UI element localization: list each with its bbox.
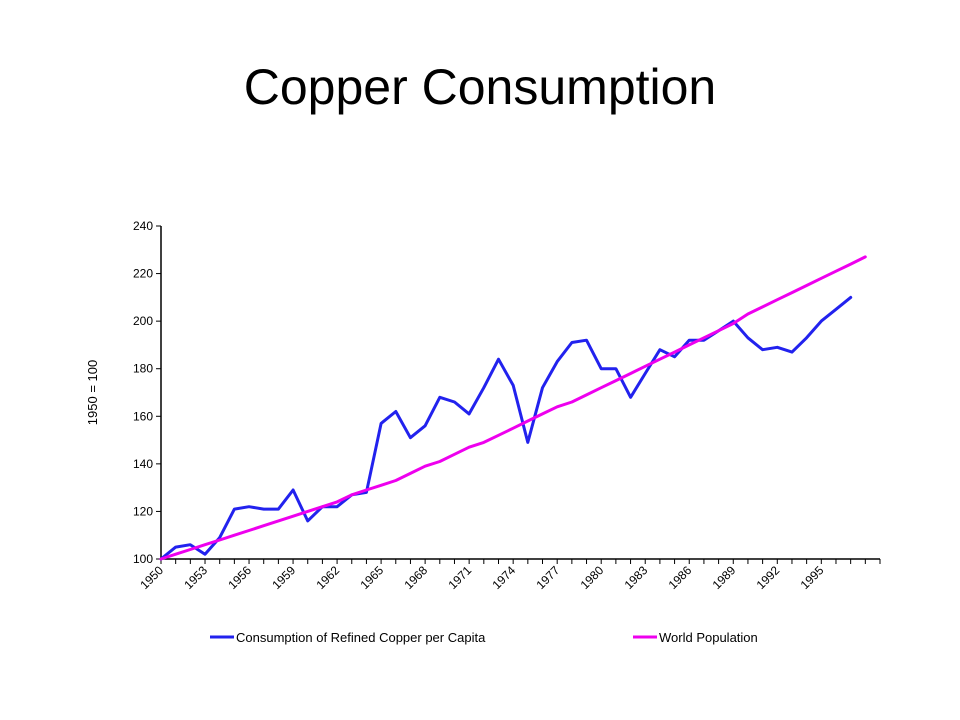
y-tick-label: 220: [133, 267, 153, 281]
series-line-population: [159, 255, 867, 561]
x-tick-label: 1956: [225, 563, 254, 592]
y-tick-label: 180: [133, 362, 153, 376]
x-axis-ticks: 1950 1953 1956 1959 1962 1965 1968 1971 1974 1977…: [137, 559, 881, 592]
x-tick-label: 1953: [181, 563, 210, 592]
chart-axes: [160, 226, 880, 560]
x-tick-label: 1962: [313, 563, 342, 592]
x-tick-label: 1974: [490, 563, 519, 592]
x-tick-label: 1989: [710, 563, 739, 592]
y-tick-label: 160: [133, 409, 153, 423]
slide-title: Copper Consumption: [243, 59, 717, 115]
y-axis-ticks: 100 120 140 160 180 200 220 240: [133, 219, 161, 566]
x-tick-label: 1983: [622, 563, 651, 592]
legend-label-population: World Population: [659, 630, 758, 645]
x-tick-label: 1980: [578, 563, 607, 592]
chart-legend: Consumption of Refined Copper per Capita…: [210, 630, 758, 645]
x-tick-label: 1959: [269, 563, 298, 592]
y-tick-label: 100: [133, 552, 153, 566]
x-tick-label: 1995: [798, 563, 827, 592]
y-axis-title: 1950 = 100: [85, 360, 100, 425]
x-tick-label: 1992: [754, 563, 783, 592]
x-tick-label: 1950: [137, 563, 166, 592]
y-tick-label: 120: [133, 504, 153, 518]
x-tick-label: 1971: [445, 563, 474, 592]
y-tick-label: 240: [133, 219, 153, 233]
x-tick-label: 1977: [534, 563, 563, 592]
x-tick-label: 1968: [401, 563, 430, 592]
legend-label-copper: Consumption of Refined Copper per Capita: [236, 630, 486, 645]
y-tick-label: 200: [133, 314, 153, 328]
chart-series: [159, 255, 867, 561]
series-line-copper: [159, 295, 853, 561]
x-tick-label: 1986: [666, 563, 695, 592]
x-tick-label: 1965: [357, 563, 386, 592]
y-tick-label: 140: [133, 457, 153, 471]
